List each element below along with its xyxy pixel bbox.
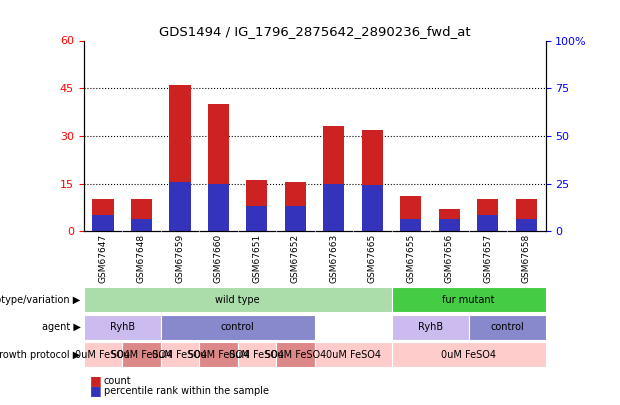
Bar	[208, 183, 229, 231]
Bar	[131, 219, 152, 231]
Text: growth protocol ▶: growth protocol ▶	[0, 350, 81, 360]
Text: fur mutant: fur mutant	[442, 295, 495, 305]
Bar	[323, 126, 345, 231]
Text: 0uM FeSO4: 0uM FeSO4	[153, 350, 208, 360]
Text: ■: ■	[90, 384, 102, 397]
Bar	[477, 215, 498, 231]
Text: RyhB: RyhB	[417, 322, 443, 332]
Text: 50uM FeSO4: 50uM FeSO4	[111, 350, 172, 360]
Text: GSM67658: GSM67658	[522, 234, 531, 283]
Bar	[84, 287, 392, 312]
Bar	[401, 219, 422, 231]
Bar	[169, 182, 190, 231]
Text: 0uM FeSO4: 0uM FeSO4	[441, 350, 496, 360]
Text: GSM67648: GSM67648	[137, 234, 146, 283]
Text: GSM67655: GSM67655	[406, 234, 415, 283]
Bar	[401, 196, 422, 231]
Bar	[92, 215, 113, 231]
Bar	[323, 183, 345, 231]
Bar	[237, 342, 276, 367]
Text: control: control	[221, 322, 255, 332]
Text: percentile rank within the sample: percentile rank within the sample	[104, 386, 268, 396]
Text: GSM67659: GSM67659	[175, 234, 184, 283]
Bar	[285, 206, 306, 231]
Text: GSM67665: GSM67665	[368, 234, 377, 283]
Bar	[477, 199, 498, 231]
Bar	[208, 104, 229, 231]
Text: GSM67660: GSM67660	[214, 234, 223, 283]
Bar	[392, 342, 546, 367]
Text: 0uM FeSO4: 0uM FeSO4	[76, 350, 130, 360]
Text: genotype/variation ▶: genotype/variation ▶	[0, 295, 81, 305]
Bar	[161, 315, 314, 340]
Bar	[285, 182, 306, 231]
Bar	[122, 342, 161, 367]
Bar	[392, 315, 469, 340]
Text: 50uM FeSO4: 50uM FeSO4	[265, 350, 326, 360]
Bar	[246, 180, 267, 231]
Bar	[362, 185, 383, 231]
Text: agent ▶: agent ▶	[42, 322, 81, 332]
Text: GSM67657: GSM67657	[484, 234, 492, 283]
Bar	[392, 287, 546, 312]
Text: 50uM FeSO4: 50uM FeSO4	[188, 350, 249, 360]
Bar	[161, 342, 199, 367]
Bar	[516, 199, 537, 231]
Bar	[131, 199, 152, 231]
Text: 0uM FeSO4: 0uM FeSO4	[229, 350, 285, 360]
Text: control: control	[490, 322, 524, 332]
Text: wild type: wild type	[215, 295, 260, 305]
Bar	[516, 219, 537, 231]
Text: GSM67656: GSM67656	[445, 234, 454, 283]
Text: ■: ■	[90, 374, 102, 387]
Bar	[314, 342, 392, 367]
Bar	[362, 130, 383, 231]
Bar	[84, 315, 161, 340]
Bar	[439, 219, 460, 231]
Text: GSM67652: GSM67652	[291, 234, 300, 283]
Text: GSM67647: GSM67647	[99, 234, 107, 283]
Text: RyhB: RyhB	[110, 322, 135, 332]
Bar	[469, 315, 546, 340]
Bar	[84, 342, 122, 367]
Title: GDS1494 / IG_1796_2875642_2890236_fwd_at: GDS1494 / IG_1796_2875642_2890236_fwd_at	[159, 25, 471, 38]
Text: 0uM FeSO4: 0uM FeSO4	[326, 350, 381, 360]
Text: GSM67663: GSM67663	[329, 234, 339, 283]
Text: count: count	[104, 376, 131, 386]
Bar	[169, 85, 190, 231]
Bar	[199, 342, 237, 367]
Bar	[246, 206, 267, 231]
Text: GSM67651: GSM67651	[252, 234, 262, 283]
Bar	[276, 342, 315, 367]
Bar	[439, 209, 460, 231]
Bar	[92, 199, 113, 231]
